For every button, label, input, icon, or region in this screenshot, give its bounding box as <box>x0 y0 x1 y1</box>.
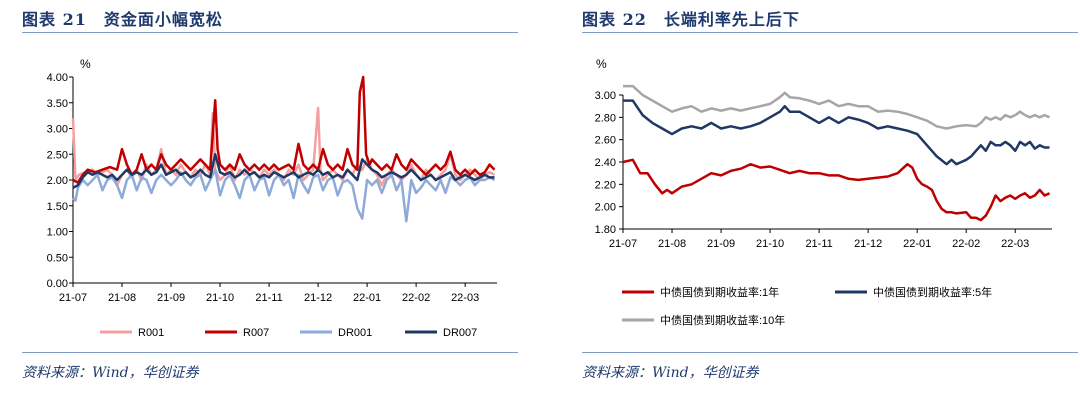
x-tick-label: 21-11 <box>255 292 282 304</box>
x-tick-label: 22-02 <box>402 292 430 304</box>
source-note: 资料来源：Wind，华创证券 <box>582 365 759 381</box>
y-tick-label: 3.00 <box>595 90 616 102</box>
legend-label: R007 <box>243 327 269 339</box>
x-tick-label: 21-08 <box>658 238 686 250</box>
x-tick-label: 21-09 <box>157 292 185 304</box>
y-tick-label: 2.60 <box>595 135 616 147</box>
series-line <box>623 99 1050 166</box>
source-rule <box>22 352 518 353</box>
x-tick-label: 22-03 <box>1001 238 1029 250</box>
x-tick-label: 22-01 <box>353 292 381 304</box>
x-tick-label: 21-08 <box>108 292 136 304</box>
legend-label: 中债国债到期收益率:1年 <box>660 285 779 299</box>
y-tick-label: 2.00 <box>47 175 68 187</box>
y-tick-label: 0.50 <box>47 252 68 264</box>
chart-panel-right: 图表 22 长端利率先上后下 % 1.80 2.00 2.20 2.40 2.60 2.80… <box>560 0 1080 410</box>
series-line <box>623 84 1051 130</box>
y-axis-unit: % <box>80 57 91 71</box>
series-line <box>622 158 1051 222</box>
x-tick-label: 21-10 <box>206 292 234 304</box>
series-line <box>72 168 496 223</box>
x-tick-label: 21-07 <box>609 238 637 250</box>
x-tick-label: 21-11 <box>805 238 832 250</box>
x-tick-label: 21-12 <box>854 238 882 250</box>
y-tick-label: 1.00 <box>47 227 68 239</box>
chart-title: 图表 21 资金面小幅宽松 <box>22 10 223 29</box>
title-rule <box>22 32 518 33</box>
y-tick-label: 3.00 <box>47 124 68 136</box>
source-rule <box>582 352 1078 353</box>
chart-panel-left: 图表 21 资金面小幅宽松 % 0.00 0.50 1.00 1.50 2.00 2.50 3… <box>0 0 520 410</box>
source-note: 资料来源：Wind，华创证券 <box>22 365 199 381</box>
series-line <box>72 75 496 184</box>
y-tick-label: 1.50 <box>47 201 68 213</box>
y-tick-label: 1.80 <box>595 224 616 236</box>
y-tick-label: 2.40 <box>595 157 616 169</box>
y-tick-label: 4.00 <box>47 72 68 84</box>
x-tick-label: 22-03 <box>451 292 479 304</box>
x-tick-label: 22-02 <box>952 238 980 250</box>
rate-chart-left: % 0.00 0.50 1.00 1.50 2.00 2.50 3.00 3.50 4.00 21-… <box>47 57 497 339</box>
x-tick-label: 22-01 <box>903 238 931 250</box>
y-tick-label: 2.20 <box>595 179 616 191</box>
x-tick-label: 21-10 <box>756 238 784 250</box>
legend-label: R001 <box>138 327 164 339</box>
y-tick-label: 2.80 <box>595 112 616 124</box>
x-tick-label: 21-07 <box>59 292 87 304</box>
series-line <box>72 153 495 189</box>
x-tick-label: 21-09 <box>707 238 735 250</box>
y-tick-label: 2.00 <box>595 202 616 214</box>
y-tick-label: 3.50 <box>47 98 68 110</box>
chart-title: 图表 22 长端利率先上后下 <box>582 10 800 29</box>
rate-chart-right: % 1.80 2.00 2.20 2.40 2.60 2.80 3.00 21-07 21-08 2… <box>595 57 1052 327</box>
title-rule <box>582 32 1078 33</box>
y-axis-unit: % <box>596 57 607 71</box>
legend-label: DR007 <box>443 327 477 339</box>
legend-label: 中债国债到期收益率:10年 <box>660 313 785 327</box>
y-tick-label: 2.50 <box>47 149 68 161</box>
x-tick-label: 21-12 <box>304 292 332 304</box>
legend-label: 中债国债到期收益率:5年 <box>873 285 992 299</box>
legend-label: DR001 <box>338 327 372 339</box>
y-tick-label: 0.00 <box>47 278 68 290</box>
